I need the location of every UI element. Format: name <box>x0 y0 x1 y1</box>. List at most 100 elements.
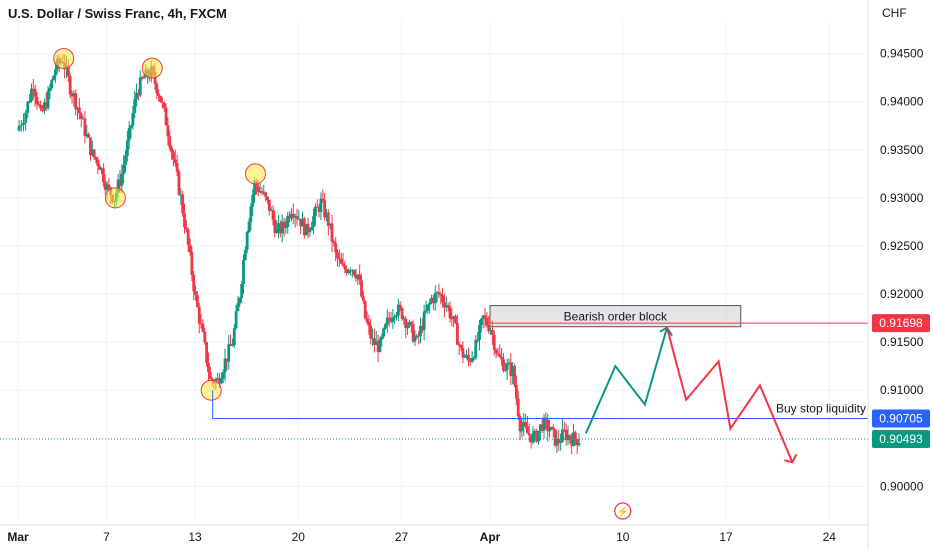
candle-body <box>479 318 483 325</box>
candle-body <box>494 349 498 354</box>
candle-body <box>575 439 579 446</box>
candle-body <box>478 324 481 341</box>
candle-body <box>454 316 457 323</box>
candle-body <box>360 280 363 297</box>
candle-body <box>513 365 516 385</box>
candle-body <box>98 165 102 170</box>
candle-body <box>162 102 166 108</box>
order-block-box <box>489 305 742 328</box>
candle-body <box>120 173 124 186</box>
candle-body <box>531 432 535 443</box>
candle-body <box>337 258 341 260</box>
candle-body <box>273 219 277 233</box>
x-tick-label: 24 <box>823 530 837 544</box>
candle-body <box>164 107 168 126</box>
candle-body <box>317 207 321 212</box>
candle-body <box>487 325 491 332</box>
candle-body <box>177 171 181 195</box>
candle-body <box>502 359 505 372</box>
candle-body <box>352 270 356 275</box>
candle-body <box>19 124 23 126</box>
candle-body <box>367 321 371 326</box>
candle-body <box>221 372 225 379</box>
candle-body <box>44 102 48 109</box>
candle-body <box>87 134 91 138</box>
candle-body <box>336 252 339 259</box>
price-label-text: 0.90705 <box>879 412 923 426</box>
candle-body <box>444 305 448 308</box>
candle-body <box>535 431 539 442</box>
time-axis: Mar 7 13 20 27 Apr 10 17 24 <box>7 530 836 544</box>
candle-body <box>389 319 393 322</box>
candle-body <box>103 182 107 190</box>
candle-body <box>195 295 199 307</box>
y-tick-label: 0.94000 <box>880 95 924 109</box>
candle-body <box>253 180 256 195</box>
swing-point-circle <box>104 187 126 209</box>
event-marker-icon <box>614 502 632 520</box>
y-tick-label: 0.93500 <box>880 143 924 157</box>
candle-body <box>31 88 35 90</box>
candle-body <box>234 311 238 329</box>
x-tick-label: 7 <box>103 530 110 544</box>
candle-body <box>118 179 122 186</box>
price-label-badge <box>872 409 930 428</box>
candle-body <box>17 125 21 131</box>
candle-body <box>245 232 249 250</box>
candle-body <box>371 338 374 340</box>
candle-body <box>168 136 172 148</box>
candle-body <box>295 216 299 219</box>
candle-body <box>275 228 279 233</box>
candle-body <box>277 223 280 229</box>
candle-body <box>205 342 209 363</box>
candle-body <box>85 134 89 136</box>
candle-body <box>361 296 365 301</box>
candle-body <box>483 315 487 318</box>
candle-body <box>159 95 162 102</box>
candle-body <box>41 108 44 111</box>
x-tick-label: Apr <box>480 530 501 544</box>
candle-body <box>267 199 271 211</box>
candle-body <box>100 168 103 170</box>
candle-body <box>520 426 524 432</box>
candle-body <box>384 324 387 329</box>
candle-body <box>555 438 559 446</box>
candle-body <box>170 147 173 153</box>
chart-marks <box>17 53 581 455</box>
candle-body <box>37 104 41 106</box>
candle-body <box>450 318 454 320</box>
candle-body <box>52 76 55 81</box>
candle-body <box>498 354 502 357</box>
candle-body <box>35 96 39 105</box>
candle-body <box>415 335 419 338</box>
candle-body <box>278 223 282 234</box>
candle-body <box>393 316 397 318</box>
candle-body <box>476 339 480 341</box>
candle-body <box>203 331 207 343</box>
grid <box>0 20 868 520</box>
candle-body <box>256 186 260 193</box>
candle-body <box>269 210 273 212</box>
candle-body <box>92 149 96 158</box>
candle-body <box>441 295 445 303</box>
candle-body <box>186 229 190 245</box>
candle-body <box>507 362 511 364</box>
candle-body <box>301 218 304 227</box>
candle-body <box>411 324 415 342</box>
candle-body <box>437 292 441 294</box>
candle-body <box>219 378 223 384</box>
candle-body <box>538 424 542 431</box>
candle-body <box>271 210 275 220</box>
candle-body <box>33 89 37 97</box>
candle-body <box>562 429 566 431</box>
candle-body <box>522 421 526 427</box>
candle-body <box>68 76 72 95</box>
candle-body <box>46 91 50 109</box>
candle-body <box>90 149 94 156</box>
candle-body <box>354 274 358 279</box>
candle-body <box>286 215 290 227</box>
candle-body <box>516 398 520 417</box>
candle-body <box>258 191 262 193</box>
